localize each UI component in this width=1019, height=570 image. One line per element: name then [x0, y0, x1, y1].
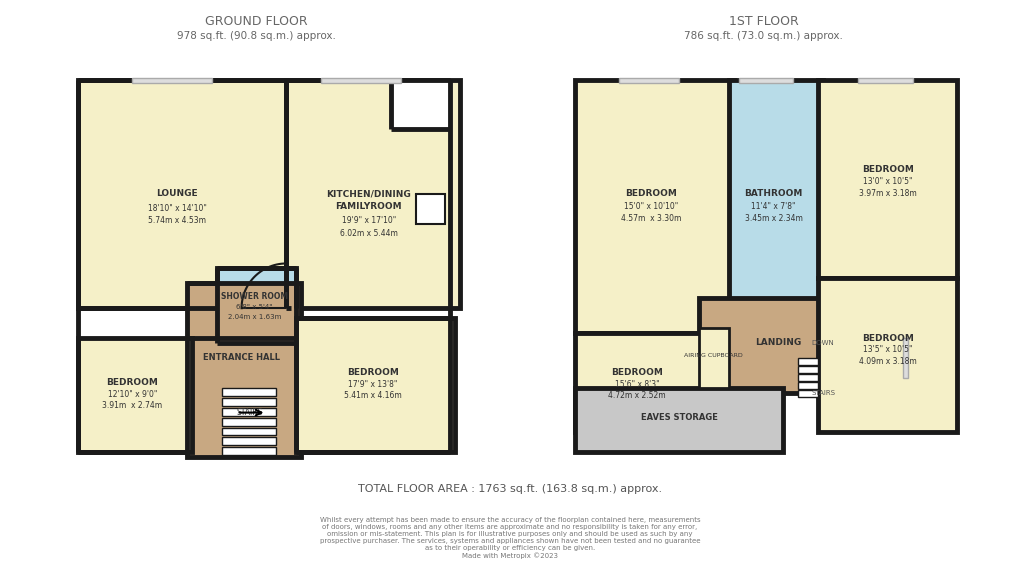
Polygon shape: [619, 78, 679, 83]
Text: BEDROOM: BEDROOM: [106, 378, 158, 387]
Polygon shape: [738, 78, 793, 83]
Text: STAIRS: STAIRS: [810, 390, 835, 396]
Polygon shape: [798, 390, 817, 397]
Polygon shape: [574, 80, 733, 333]
Text: 5.74m x 4.53m: 5.74m x 4.53m: [148, 216, 206, 225]
Polygon shape: [132, 78, 212, 83]
Text: ENTRANCE HALL: ENTRANCE HALL: [203, 353, 280, 363]
Polygon shape: [798, 374, 817, 381]
Text: 17'9" x 13'8": 17'9" x 13'8": [347, 380, 397, 389]
Text: 978 sq.ft. (90.8 sq.m.) approx.: 978 sq.ft. (90.8 sq.m.) approx.: [177, 31, 335, 41]
Polygon shape: [216, 268, 296, 343]
Polygon shape: [798, 358, 817, 365]
Text: 15'0" x 10'10": 15'0" x 10'10": [624, 202, 678, 211]
Text: TOTAL FLOOR AREA : 1763 sq.ft. (163.8 sq.m.) approx.: TOTAL FLOOR AREA : 1763 sq.ft. (163.8 sq…: [358, 484, 661, 494]
Polygon shape: [296, 318, 454, 453]
Polygon shape: [574, 388, 783, 453]
Text: BEDROOM: BEDROOM: [861, 165, 913, 173]
Text: FAMILYROOM: FAMILYROOM: [335, 202, 401, 211]
Text: SHOWER ROOM: SHOWER ROOM: [221, 292, 287, 301]
Text: Whilst every attempt has been made to ensure the accuracy of the floorplan conta: Whilst every attempt has been made to en…: [319, 517, 700, 559]
Text: 5.41m x 4.16m: 5.41m x 4.16m: [343, 391, 401, 400]
Polygon shape: [415, 194, 445, 223]
Polygon shape: [221, 418, 276, 426]
Text: KITCHEN/DINING: KITCHEN/DINING: [326, 189, 411, 198]
Text: 3.45m x 2.34m: 3.45m x 2.34m: [744, 214, 802, 223]
Polygon shape: [286, 80, 460, 308]
Polygon shape: [221, 447, 276, 455]
Text: 18'10" x 14'10": 18'10" x 14'10": [148, 204, 206, 213]
Polygon shape: [698, 328, 728, 388]
Text: DOWN: DOWN: [811, 340, 834, 346]
Polygon shape: [186, 283, 301, 457]
Text: BEDROOM: BEDROOM: [625, 189, 677, 198]
Text: 13'0" x 10'5": 13'0" x 10'5": [862, 177, 912, 186]
Polygon shape: [321, 78, 400, 83]
Polygon shape: [817, 80, 957, 278]
Polygon shape: [798, 382, 817, 389]
Text: 4.09m x 3.18m: 4.09m x 3.18m: [858, 357, 916, 367]
Text: LOUNGE: LOUNGE: [156, 189, 198, 198]
Polygon shape: [574, 333, 703, 433]
Text: STAIRS: STAIRS: [236, 408, 263, 417]
Polygon shape: [698, 298, 872, 393]
Polygon shape: [221, 388, 276, 396]
Polygon shape: [574, 428, 703, 453]
Text: 1ST FLOOR: 1ST FLOOR: [728, 15, 798, 28]
Polygon shape: [817, 278, 957, 433]
Text: 12'10" x 9'0": 12'10" x 9'0": [107, 390, 157, 399]
Polygon shape: [77, 80, 286, 308]
Text: 6.02m x 5.44m: 6.02m x 5.44m: [339, 229, 397, 238]
Text: EAVES STORAGE: EAVES STORAGE: [640, 413, 716, 422]
Text: BEDROOM: BEDROOM: [346, 368, 398, 377]
Text: 3.97m x 3.18m: 3.97m x 3.18m: [858, 189, 916, 198]
Text: 3.91m  x 2.74m: 3.91m x 2.74m: [102, 401, 162, 410]
Text: BEDROOM: BEDROOM: [861, 333, 913, 343]
Text: 2.04m x 1.63m: 2.04m x 1.63m: [227, 314, 281, 320]
Text: 4.72m x 2.52m: 4.72m x 2.52m: [608, 391, 665, 400]
Text: 786 sq.ft. (73.0 sq.m.) approx.: 786 sq.ft. (73.0 sq.m.) approx.: [684, 31, 842, 41]
Polygon shape: [77, 338, 192, 453]
Polygon shape: [221, 428, 276, 435]
Text: 11'4" x 7'8": 11'4" x 7'8": [750, 202, 795, 211]
Text: BATHROOM: BATHROOM: [744, 189, 802, 198]
Text: BEDROOM: BEDROOM: [610, 368, 662, 377]
Text: 13'5" x 10'5": 13'5" x 10'5": [862, 345, 912, 355]
Polygon shape: [390, 80, 450, 129]
Text: 4.57m  x 3.30m: 4.57m x 3.30m: [621, 214, 681, 223]
Polygon shape: [902, 338, 907, 378]
Text: GROUND FLOOR: GROUND FLOOR: [205, 15, 308, 28]
Polygon shape: [221, 437, 276, 445]
Text: AIRING CUPBOARD: AIRING CUPBOARD: [684, 353, 743, 359]
Polygon shape: [798, 366, 817, 373]
Polygon shape: [221, 398, 276, 406]
Text: 6'8" x 5'4": 6'8" x 5'4": [236, 304, 272, 310]
Text: LANDING: LANDING: [754, 339, 801, 348]
Polygon shape: [221, 408, 276, 416]
Text: 15'6" x 8'3": 15'6" x 8'3": [614, 380, 659, 389]
Text: 19'9" x 17'10": 19'9" x 17'10": [341, 216, 395, 225]
Polygon shape: [728, 80, 822, 333]
Polygon shape: [857, 78, 912, 83]
